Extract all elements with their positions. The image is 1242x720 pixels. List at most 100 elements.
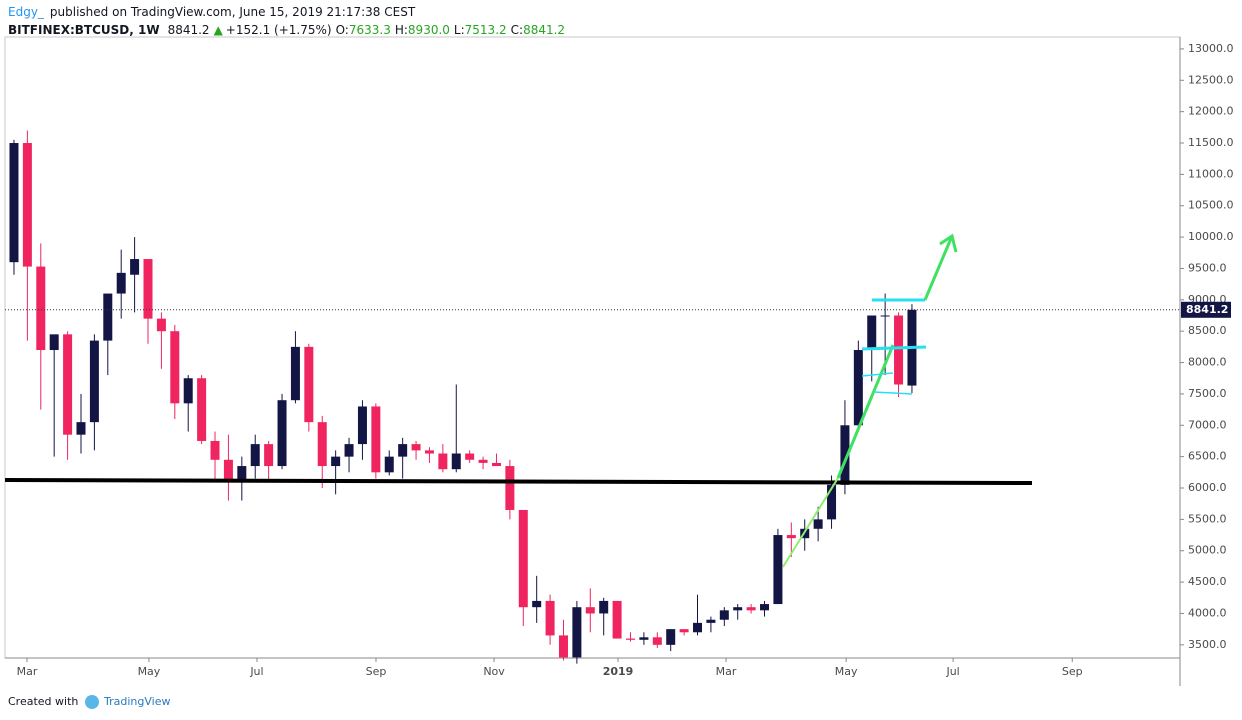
y-tick-label: 6500.0 <box>1188 450 1227 463</box>
candle-body <box>572 607 582 658</box>
symbol: BITFINEX:BTCUSD, 1W <box>8 23 160 37</box>
author[interactable]: Edgy_ <box>8 5 45 19</box>
candle-body <box>116 272 126 294</box>
candle-body <box>773 535 783 605</box>
candle-body <box>317 422 327 467</box>
candle-body <box>384 456 394 473</box>
low-label: L: <box>454 23 465 37</box>
candle-body <box>599 600 609 614</box>
candle-body <box>304 346 314 423</box>
candle-body <box>518 509 528 608</box>
y-tick-label: 3500.0 <box>1188 638 1227 651</box>
flag-mid <box>861 345 927 351</box>
candle-body <box>719 610 729 620</box>
brand-logo <box>85 695 99 709</box>
x-tick-label: 2019 <box>603 665 634 678</box>
candle-body <box>22 143 32 267</box>
y-tick-label: 8000.0 <box>1188 356 1227 369</box>
candle-body <box>143 259 153 319</box>
y-tick-label: 7000.0 <box>1188 418 1227 431</box>
y-tick-label: 13000.0 <box>1188 42 1234 55</box>
header-line-1: Edgy_ published on TradingView.com, June … <box>8 5 416 19</box>
candle-body <box>880 315 890 317</box>
candle-body <box>371 406 381 473</box>
trend-line <box>782 477 839 568</box>
candle-body <box>545 600 555 636</box>
candle-body <box>693 622 703 633</box>
candle-body <box>237 466 247 482</box>
candle-body <box>706 619 716 623</box>
y-tick-label: 10000.0 <box>1188 230 1234 243</box>
y-tick-label: 7500.0 <box>1188 387 1227 400</box>
candle-body <box>290 346 300 401</box>
arrow-head <box>939 233 958 253</box>
candle-body <box>76 422 86 435</box>
candle-body <box>639 637 649 640</box>
candle-body <box>679 629 689 633</box>
candle-body <box>331 456 341 467</box>
candle-body <box>438 453 448 470</box>
x-tick-label: Sep <box>366 665 387 678</box>
candle-body <box>478 459 488 463</box>
candle-body <box>170 331 180 404</box>
open-label: O: <box>336 23 349 37</box>
x-tick-label: May <box>138 665 161 678</box>
high-value: 8930.0 <box>408 23 450 37</box>
projection-arrow <box>923 235 954 301</box>
y-tick-label: 5000.0 <box>1188 544 1227 557</box>
flag-bottom <box>873 391 913 395</box>
candle-body <box>103 293 113 341</box>
candle-body <box>746 607 756 611</box>
candle-body <box>9 143 19 263</box>
candle-body <box>183 378 193 404</box>
x-tick-label: Jul <box>249 665 263 678</box>
open-value: 7633.3 <box>349 23 391 37</box>
candle-body <box>277 400 287 467</box>
candle-body <box>827 484 837 520</box>
candle-body <box>652 637 662 645</box>
x-tick-label: Jul <box>945 665 959 678</box>
y-tick-label: 4000.0 <box>1188 606 1227 619</box>
y-tick-label: 12500.0 <box>1188 73 1234 86</box>
plot-frame <box>4 36 1181 659</box>
candle-body <box>465 453 475 460</box>
candle-body <box>49 334 59 351</box>
x-tick-label: Mar <box>17 665 38 678</box>
support-line <box>4 478 1033 485</box>
y-tick-label: 10500.0 <box>1188 199 1234 212</box>
y-tick-label: 11000.0 <box>1188 167 1234 180</box>
candle-body <box>853 350 863 426</box>
change: +152.1 (+1.75%) <box>226 23 332 37</box>
candle-body <box>491 462 501 467</box>
candle-body <box>505 466 515 510</box>
published: published on TradingView.com, June 15, 2… <box>50 5 416 19</box>
candle-body <box>357 406 367 445</box>
candle-body <box>733 607 743 611</box>
candle-body <box>786 535 796 539</box>
x-tick-label: May <box>835 665 858 678</box>
marks: 3500.0 4000.0 4500.0 5000.0 5500.0 6000.0 6500… <box>5 42 1234 678</box>
y-tick-label: 12000.0 <box>1188 105 1234 118</box>
candle-body <box>223 459 233 482</box>
high-label: H: <box>395 23 408 37</box>
y-tick-label: 4500.0 <box>1188 575 1227 588</box>
footer-brand[interactable]: TradingView <box>103 695 170 708</box>
candle-body <box>130 259 140 275</box>
y-tick-label: 6000.0 <box>1188 481 1227 494</box>
candle-body <box>813 519 823 529</box>
candle-body <box>210 440 220 460</box>
y-tick-label: 5500.0 <box>1188 512 1227 525</box>
candle-body <box>398 444 408 457</box>
last-price-label: 8841.2 <box>1186 303 1228 316</box>
y-tick-label: 9500.0 <box>1188 261 1227 274</box>
footer-created: Created with <box>8 695 78 708</box>
candle-body <box>894 315 904 385</box>
y-tick-label: 11500.0 <box>1188 136 1234 149</box>
candle-body <box>612 600 622 639</box>
candle-body <box>264 444 274 467</box>
candle-body <box>63 334 73 435</box>
candle-body <box>197 378 207 441</box>
close-label: C: <box>511 23 523 37</box>
